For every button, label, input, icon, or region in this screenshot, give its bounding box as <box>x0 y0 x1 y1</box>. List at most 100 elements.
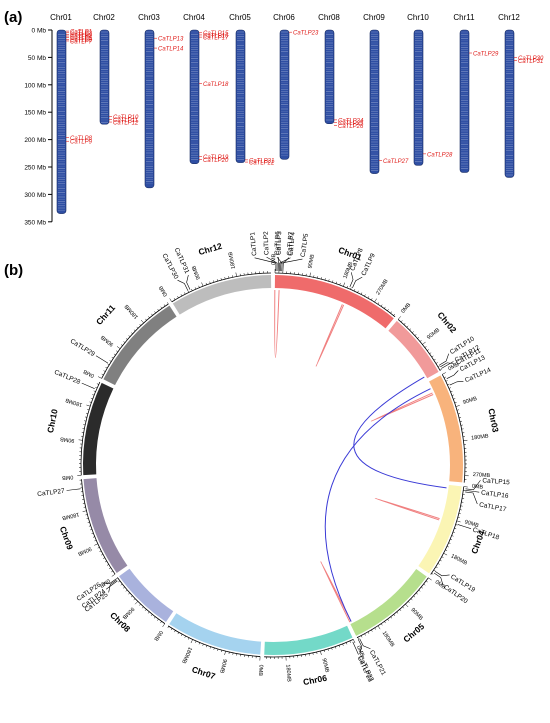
circos-gene-label: CaTLP16 <box>481 489 510 500</box>
scale-ring-label: 0MB <box>257 664 264 676</box>
scale-ring-tick <box>346 285 348 288</box>
scale-ring-tick <box>335 646 337 649</box>
scale-ring-tick <box>377 625 381 630</box>
gene-leader-line <box>177 279 189 291</box>
scale-tick-label: 50 Mb <box>28 55 46 62</box>
interchromosomal-link <box>353 376 447 489</box>
scale-ring-tick <box>90 397 93 400</box>
chromosome-segment <box>119 568 174 622</box>
scale-ring-tick <box>357 637 359 640</box>
chromosome-name: Chr01 <box>50 13 72 22</box>
chromosome-segment <box>388 320 439 379</box>
scale-ring-tick <box>446 546 449 548</box>
scale-tick-label: 250 Mb <box>24 165 46 172</box>
scale-ring-tick <box>332 280 334 283</box>
scale-ring-tick <box>201 282 204 287</box>
scale-ring-tick <box>353 639 356 644</box>
scale-ring-label: 180MB <box>64 396 83 407</box>
scale-ring-tick <box>456 409 460 411</box>
gene-leader-line <box>108 579 117 593</box>
chromosome-bar <box>279 29 290 160</box>
scale-ring-tick <box>235 272 237 277</box>
scale-ring-arc <box>81 479 116 575</box>
scale-ring-tick <box>452 531 455 533</box>
chromosome-name: Chr06 <box>273 13 295 22</box>
scale-ring-tick <box>463 439 468 441</box>
scale-ring-tick <box>400 320 403 323</box>
gene-leader-line <box>465 480 481 491</box>
gene-label: CaTLP14 <box>158 47 184 53</box>
scale-ring-tick <box>213 647 215 650</box>
scale-ring-tick <box>425 580 428 583</box>
circos-gene-label: CaTLP15 <box>482 477 510 486</box>
scale-ring-tick <box>431 355 434 358</box>
circos-gene-label: CaTLP28 <box>53 369 81 386</box>
scale-ring-tick <box>324 278 326 281</box>
gene-leader-line <box>435 571 450 577</box>
scale-ring-label: 0MB <box>472 484 484 491</box>
scale-ring-label: 0MB <box>271 253 277 265</box>
segmental-duplication-link <box>374 497 440 521</box>
scale-ring-label: 90MB <box>60 435 75 443</box>
scale-ring-label: 0MB <box>355 645 365 658</box>
chromosome-segment <box>103 305 177 386</box>
scale-ring-tick <box>353 289 356 292</box>
scale-tick-label: 300 Mb <box>24 192 46 199</box>
scale-ring-tick <box>454 527 457 530</box>
scale-ring-arc <box>117 577 166 624</box>
scale-ring-tick <box>457 516 460 518</box>
scale-ring-tick <box>441 556 444 558</box>
scale-ring-tick <box>101 373 104 376</box>
gene-leader-line <box>276 256 283 272</box>
scale-ring-tick <box>396 611 399 614</box>
scale-ring-tick <box>88 525 91 527</box>
gene-label: CaTLP3 <box>70 33 93 39</box>
scale-ring-tick <box>120 344 123 346</box>
scale-ring-tick <box>104 560 107 563</box>
scale-ring-label: 0MB <box>447 362 460 373</box>
gene-leader-line <box>95 355 109 364</box>
scale-ring-label: 90MB <box>307 254 316 270</box>
chromosome-name: Chr03 <box>138 13 160 22</box>
scale-ring-tick <box>123 586 125 589</box>
scale-ring-label: 270MB <box>375 278 389 296</box>
scale-ring-tick <box>144 609 147 612</box>
scale-ring-tick <box>184 292 186 295</box>
gene-label: CaTLP25 <box>338 121 364 127</box>
gene-label: CaTLP19 <box>203 155 229 161</box>
scale-ring-arc <box>171 272 271 303</box>
scale-ring-tick <box>374 298 377 303</box>
scale-ring-tick <box>454 401 457 404</box>
scale-ring-tick <box>102 557 105 559</box>
scale-ring-tick <box>99 550 102 552</box>
scale-ring-tick <box>195 640 197 643</box>
scale-ring-tick <box>78 439 83 441</box>
scale-ring-tick <box>380 304 383 307</box>
scale-tick-label: 100 Mb <box>24 82 46 89</box>
chromosome-segment <box>169 613 262 655</box>
scale-ring-label: 90MB <box>426 327 441 341</box>
scale-ring-tick <box>405 603 409 608</box>
scale-tick-label: 200 Mb <box>24 137 46 144</box>
chromosome-segment <box>418 484 462 574</box>
gene-leader-line <box>280 258 303 272</box>
scale-ring-tick <box>443 552 448 556</box>
chromosome-bar <box>99 29 110 125</box>
gene-label: CaTLP26 <box>338 124 364 130</box>
circos-chromosome-name: Chr10 <box>45 408 60 434</box>
gene-leader-line <box>266 256 278 272</box>
scale-ring-label: 180MB <box>180 646 193 665</box>
gene-leader-line <box>359 638 371 650</box>
scale-ring-tick <box>384 306 386 309</box>
scale-ring-tick <box>177 296 179 299</box>
scale-ring-tick <box>154 311 156 314</box>
scale-ring-tick <box>90 529 93 531</box>
scale-ring-tick <box>335 281 337 284</box>
scale-ring-tick <box>421 586 423 589</box>
scale-ring-tick <box>205 282 207 285</box>
gene-label: CaTLP9 <box>70 140 93 146</box>
gene-leader-line <box>440 362 455 368</box>
scale-ring-tick <box>160 621 162 624</box>
scale-ring-tick <box>209 646 211 649</box>
scale-ring-tick <box>160 306 163 309</box>
